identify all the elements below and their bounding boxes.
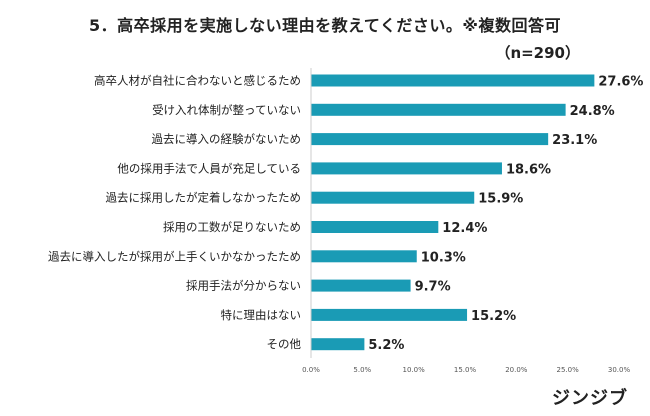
value-label-6: 10.3%: [421, 250, 466, 265]
sample-size-label: （n=290）: [495, 44, 580, 62]
category-label-6: 過去に導入したが採用が上手くいかなかったため: [48, 249, 301, 263]
category-label-3: 他の採用手法で人員が充足している: [117, 161, 301, 175]
value-label-4: 15.9%: [478, 192, 523, 207]
bars-group: [311, 74, 595, 351]
bar-5: [311, 221, 439, 233]
bar-2: [311, 133, 549, 146]
category-label-5: 採用の工数が足りないため: [163, 220, 301, 234]
bar-8: [311, 308, 468, 321]
value-label-9: 5.2%: [368, 338, 404, 353]
bar-7: [311, 279, 411, 292]
value-label-2: 23.1%: [552, 133, 597, 148]
x-tick-label-4: 20.0%: [505, 366, 528, 374]
category-label-4: 過去に採用したが定着しなかったため: [106, 191, 302, 205]
bar-4: [311, 191, 475, 204]
x-tick-label-5: 25.0%: [557, 366, 580, 374]
value-label-5: 12.4%: [442, 221, 487, 236]
category-label-7: 採用手法が分からない: [186, 279, 301, 293]
value-label-7: 9.7%: [415, 280, 451, 295]
x-tick-label-6: 30.0%: [608, 366, 631, 374]
x-tick-label-0: 0.0%: [302, 366, 320, 374]
category-label-9: その他: [267, 337, 302, 351]
chart-title: 5．高卒採用を実施しない理由を教えてください。※複数回答可: [89, 16, 561, 35]
value-label-1: 24.8%: [570, 104, 615, 119]
category-label-1: 受け入れ体制が整っていない: [152, 103, 301, 117]
bar-0: [311, 74, 595, 87]
category-label-2: 過去に導入の経験がないため: [152, 132, 302, 146]
bar-9: [311, 338, 365, 351]
x-tick-label-1: 5.0%: [353, 366, 371, 374]
value-label-3: 18.6%: [506, 162, 551, 177]
category-label-0: 高卒人材が自社に合わないと感じるため: [94, 74, 301, 88]
brand-logo: ジンジブ: [552, 388, 628, 409]
value-label-0: 27.6%: [598, 75, 643, 90]
x-tick-label-3: 15.0%: [454, 366, 477, 374]
x-axis: 0.0% 5.0% 10.0% 15.0% 20.0% 25.0% 30.0%: [302, 68, 630, 374]
category-label-8: 特に理由はない: [221, 308, 302, 322]
bar-6: [311, 250, 417, 263]
bar-3: [311, 162, 502, 175]
category-labels-group: 高卒人材が自社に合わないと感じるため受け入れ体制が整っていない過去に導入の経験が…: [48, 74, 301, 352]
bar-1: [311, 103, 566, 116]
value-labels-group: 27.6% 24.8% 23.1%18.6% 15.9% 12.4% 10.3% 9.7% 1…: [368, 75, 643, 354]
value-label-8: 15.2%: [471, 309, 516, 324]
x-tick-label-2: 10.0%: [403, 366, 426, 374]
